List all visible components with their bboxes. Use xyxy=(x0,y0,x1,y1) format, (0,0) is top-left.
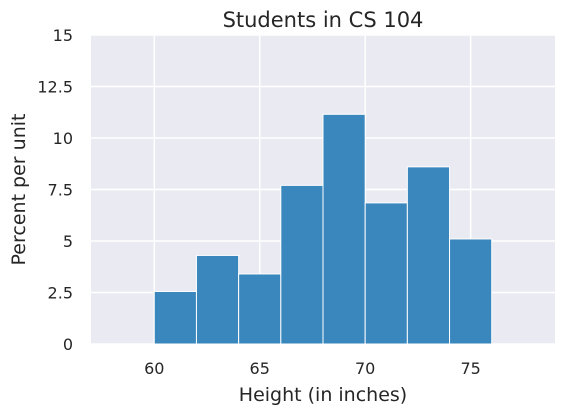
histogram-bar-2 xyxy=(238,273,282,345)
x-tick-label: 70 xyxy=(355,359,375,378)
y-tick-label: 15 xyxy=(53,26,73,45)
y-tick-label: 0 xyxy=(63,335,73,354)
y-axis-label: Percent per unit xyxy=(8,114,30,266)
histogram-bar-5 xyxy=(364,202,408,345)
histogram-bar-6 xyxy=(406,166,451,345)
bars xyxy=(153,113,493,345)
x-axis-label: Height (in inches) xyxy=(239,384,407,406)
y-tick-label: 12.5 xyxy=(37,78,73,97)
x-tick-label: 65 xyxy=(250,359,270,378)
chart-title: Students in CS 104 xyxy=(223,8,424,32)
y-tick-label: 10 xyxy=(53,129,73,148)
histogram-bar-3 xyxy=(280,184,324,345)
y-tick-label: 5 xyxy=(63,232,73,251)
histogram-bar-0 xyxy=(153,290,197,345)
histogram-bar-4 xyxy=(322,113,366,345)
y-tick-label: 7.5 xyxy=(48,181,73,200)
y-tick-label: 2.5 xyxy=(48,284,73,303)
histogram-bar-1 xyxy=(195,254,240,345)
x-tick-labels: 60 65 70 75 xyxy=(144,359,481,378)
x-tick-label: 75 xyxy=(460,359,480,378)
histogram-bar-7 xyxy=(449,238,493,345)
x-tick-label: 60 xyxy=(144,359,164,378)
y-tick-labels: 0 2.5 5 7.5 10 12.5 15 xyxy=(37,26,73,354)
